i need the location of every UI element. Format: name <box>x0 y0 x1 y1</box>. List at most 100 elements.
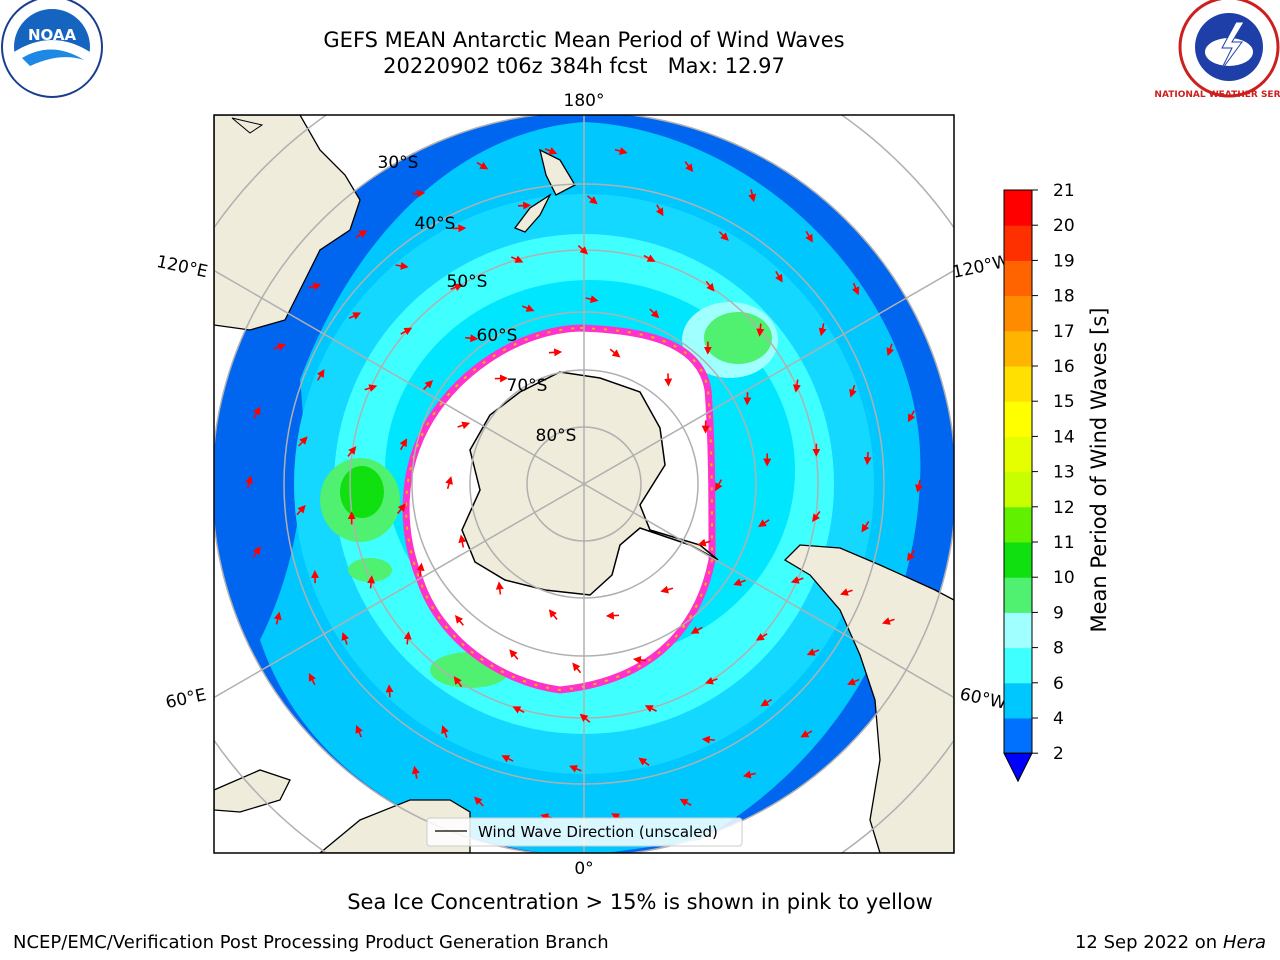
colorbar-label: Mean Period of Wind Waves [s] <box>1087 308 1111 633</box>
wind-wave-arrow <box>818 323 827 337</box>
wind-wave-arrow <box>756 323 765 337</box>
new-zealand-north <box>539 148 576 196</box>
wind-wave-arrow <box>454 615 464 626</box>
wind-wave-arrow <box>632 655 647 664</box>
colorbar-tick-label: 16 <box>1053 357 1075 377</box>
wind-wave-arrow <box>253 406 261 419</box>
colorbar-segment <box>1004 612 1032 649</box>
wind-wave-arrow <box>348 312 362 320</box>
wind-wave-arrow <box>400 327 413 336</box>
colorbar-tick-label: 11 <box>1053 533 1075 553</box>
colorbar-segment <box>1004 647 1032 684</box>
wind-wave-arrow <box>501 755 514 763</box>
colorbar-segment <box>1004 190 1032 226</box>
footer-date: 12 Sep 2022 on Hera <box>1075 932 1266 953</box>
wind-wave-arrow <box>355 230 368 238</box>
new-zealand-south <box>513 193 552 233</box>
lon-label-120e: 120°E <box>155 252 210 282</box>
map-border <box>213 114 955 854</box>
wind-wave-arrow <box>308 672 317 686</box>
wind-wave-arrow <box>742 770 756 779</box>
wind-wave-arrow <box>748 189 757 203</box>
wind-wave-arrow <box>548 609 558 621</box>
wind-wave-arrow <box>585 295 599 304</box>
wind-wave-arrow <box>569 765 582 773</box>
wind-wave-arrow <box>805 230 813 243</box>
antarctica-land <box>461 371 719 596</box>
wind-wave-arrow <box>544 147 558 155</box>
lon-label-0: 0° <box>574 859 593 879</box>
lon-label-60w: 60°W <box>958 684 1008 713</box>
wind-wave-arrow <box>840 588 853 596</box>
wave-period-band-9-10 <box>704 312 772 364</box>
wind-wave-arrow <box>800 730 813 738</box>
wind-wave-arrow <box>638 757 650 766</box>
wind-wave-arrow <box>790 576 804 584</box>
lat-label-30s: 30°S <box>378 153 419 173</box>
colorbar-segment <box>1004 577 1032 613</box>
wind-wave-arrow <box>364 384 378 392</box>
nws-logo: NATIONAL WEATHER SERVICE <box>1154 0 1280 100</box>
colorbar-tick-label: 17 <box>1053 322 1075 342</box>
footer-host: Hera <box>1222 932 1266 953</box>
colorbar-tick-label: 2 <box>1053 744 1064 764</box>
colorbar-segment <box>1004 401 1032 437</box>
colorbar-tick-label: 20 <box>1053 216 1075 236</box>
wind-wave-arrow <box>347 446 357 457</box>
wind-wave-arrow <box>915 479 923 493</box>
lat-label-50s: 50°S <box>447 272 488 292</box>
wind-wave-arrow <box>806 648 820 656</box>
wind-wave-arrow <box>308 282 322 291</box>
wind-wave-arrow <box>758 519 770 527</box>
wind-wave-arrow <box>399 438 408 451</box>
wind-wave-arrow <box>509 649 519 660</box>
wind-wave-arrow <box>403 631 412 645</box>
colorbar-underflow-triangle <box>1003 752 1033 783</box>
wind-wave-arrow <box>775 270 783 283</box>
lat-label-70s: 70°S <box>507 376 548 396</box>
colorbar-segment <box>1004 471 1032 508</box>
wind-wave-arrow <box>577 245 589 255</box>
wind-wave-arrow <box>316 369 325 381</box>
wind-wave-arrow <box>341 632 350 645</box>
wind-wave-arrow <box>718 231 729 241</box>
colorbar-tick-label: 8 <box>1053 639 1064 659</box>
wind-wave-arrow <box>906 549 915 562</box>
lat-label-80s: 80°S <box>536 426 577 446</box>
madagascar-land <box>214 769 291 813</box>
lat-label-40s: 40°S <box>415 214 456 234</box>
wind-wave-arrow <box>812 510 821 523</box>
wind-wave-arrow <box>755 633 768 641</box>
wind-wave-arrow <box>586 195 598 205</box>
wind-wave-arrow <box>273 611 282 625</box>
wind-wave-arrow <box>298 436 308 447</box>
wind-wave-arrow <box>458 534 467 548</box>
wind-wave-arrow <box>705 280 715 292</box>
colorbar-tick-label: 6 <box>1053 674 1064 694</box>
colorbar-segment <box>1004 542 1032 578</box>
wind-wave-arrow <box>495 581 504 595</box>
arrow-legend: Wind Wave Direction (unscaled) <box>426 817 743 847</box>
wind-wave-arrow <box>450 283 463 292</box>
wind-wave-arrow <box>847 677 860 686</box>
colorbar-segment <box>1004 718 1032 754</box>
map-title: GEFS MEAN Antarctic Mean Period of Wind … <box>323 28 845 52</box>
wind-wave-arrow <box>792 379 801 393</box>
wind-wave-arrow <box>245 475 253 489</box>
wind-wave-arrow <box>548 348 563 357</box>
wind-wave-arrow <box>697 538 711 547</box>
wind-wave-arrow <box>412 189 426 198</box>
wind-wave-arrow <box>643 254 656 262</box>
wave-period-band-10-11 <box>340 466 384 518</box>
nws-logo-text: NATIONAL WEATHER SERVICE <box>1154 90 1280 100</box>
wind-wave-arrow <box>907 410 916 423</box>
colorbar-tick-label: 14 <box>1053 427 1075 447</box>
wind-wave-arrow <box>453 676 463 688</box>
wind-wave-arrow <box>296 504 306 516</box>
map-subtitle: 20220902 t06z 384h fcst Max: 12.97 <box>383 54 785 78</box>
colorbar-tick-label: 15 <box>1053 392 1075 412</box>
wind-wave-arrow <box>849 384 857 398</box>
wind-wave-arrow <box>474 796 484 807</box>
wind-wave-arrow <box>705 676 718 685</box>
